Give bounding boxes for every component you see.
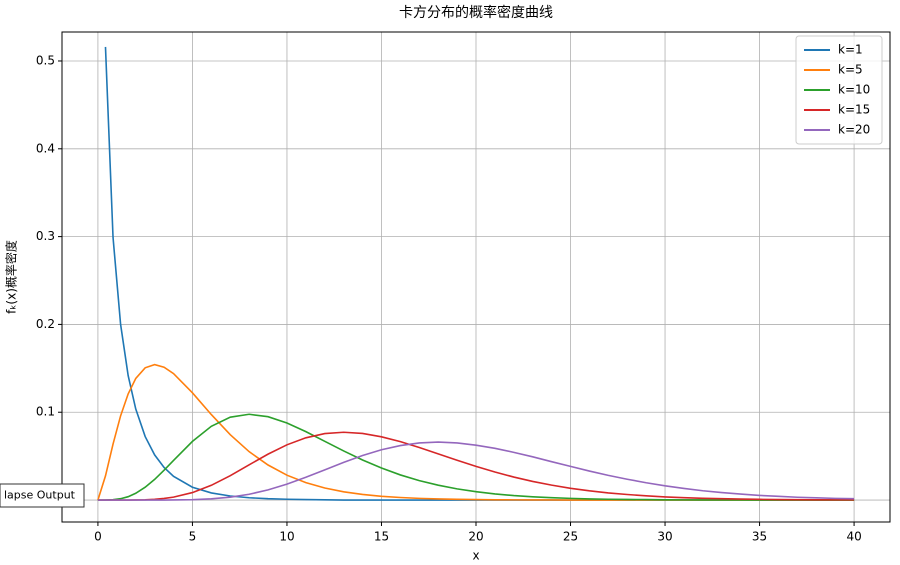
- y-axis-label: fₖ(x)概率密度: [4, 240, 19, 314]
- y-tick-label: 0.5: [36, 53, 55, 67]
- y-tick-label: 0.4: [36, 141, 55, 155]
- legend-label: k=15: [838, 103, 870, 117]
- collapse-button[interactable]: [0, 483, 85, 508]
- y-tick-label: 0.3: [36, 229, 55, 243]
- legend-label: k=10: [838, 83, 870, 97]
- y-tick-label: 0.1: [36, 405, 55, 419]
- x-tick-label: 25: [563, 530, 578, 544]
- chart-title: 卡方分布的概率密度曲线: [399, 4, 553, 21]
- legend-label: k=20: [838, 123, 870, 137]
- x-tick-label: 5: [189, 530, 197, 544]
- series-line: [97, 413, 855, 501]
- x-tick-label: 30: [657, 530, 672, 544]
- legend-label: k=1: [838, 43, 863, 57]
- x-tick-label: 35: [752, 530, 767, 544]
- series-line: [104, 46, 855, 501]
- legend-box: [795, 35, 883, 145]
- collapse-button-label: lapse Output: [4, 489, 76, 502]
- x-tick-label: 20: [468, 530, 483, 544]
- series-line: [97, 431, 855, 501]
- x-tick-label: 0: [94, 530, 102, 544]
- series-line: [97, 441, 855, 501]
- plot-frame: [61, 31, 891, 523]
- x-tick-label: 40: [846, 530, 861, 544]
- x-tick-label: 15: [374, 530, 389, 544]
- y-tick-label: 0.2: [36, 317, 55, 331]
- legend-label: k=5: [838, 63, 863, 77]
- x-tick-label: 10: [279, 530, 294, 544]
- x-axis-label: x: [472, 549, 479, 563]
